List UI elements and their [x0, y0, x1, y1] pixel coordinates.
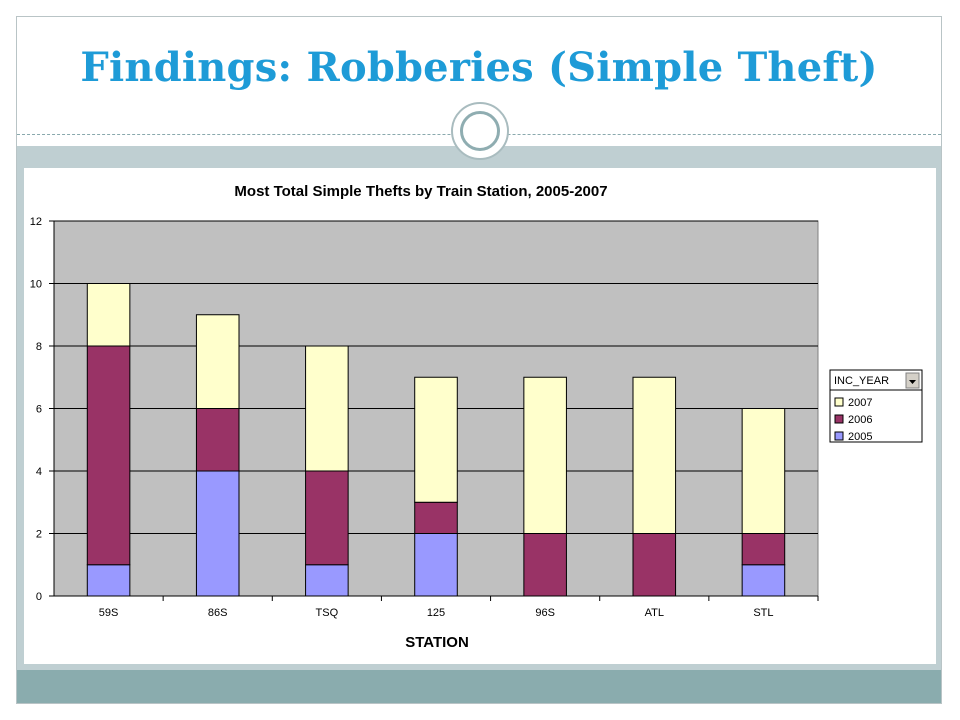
x-tick-label: 125 [427, 607, 445, 619]
legend-label-2005: 2005 [848, 431, 872, 443]
y-tick-label: 0 [36, 591, 42, 603]
bar-ATL-2006[interactable] [632, 533, 677, 597]
circle-ornament-inner [460, 111, 500, 151]
plot-area: 0 2 4 6 8 10 12 59S 86S TSQ 125 96S ATL STL [30, 216, 819, 619]
x-axis-label: STATION [405, 634, 469, 651]
bar-59S-2006[interactable] [86, 345, 131, 566]
bar-ATL-2007[interactable] [632, 376, 677, 534]
x-tick-label: 86S [208, 607, 228, 619]
legend: INC_YEAR 2007 2006 2005 [829, 369, 923, 443]
bar-86S-2007[interactable] [195, 314, 240, 409]
circle-ornament-icon [451, 102, 509, 160]
bar-96S-2007[interactable] [523, 376, 567, 534]
y-tick-label: 2 [36, 529, 42, 541]
bar-TSQ-2007[interactable] [305, 345, 349, 472]
bar-125-2005[interactable] [414, 533, 458, 597]
bar-TSQ-2006[interactable] [305, 470, 349, 566]
chart-panel: Most Total Simple Thefts by Train Statio… [24, 168, 936, 664]
bar-STL-2007[interactable] [741, 408, 786, 534]
bar-86S-2005[interactable] [195, 470, 240, 597]
x-tick-label: STL [753, 607, 773, 619]
y-tick-label: 10 [30, 279, 42, 291]
bar-TSQ-2005[interactable] [305, 564, 349, 597]
legend-label-2006: 2006 [848, 414, 872, 426]
legend-swatch-2005 [834, 431, 844, 441]
y-tick-label: 6 [36, 404, 42, 416]
x-tick-label: 59S [99, 607, 119, 619]
stacked-bar-chart: Most Total Simple Thefts by Train Statio… [30, 183, 923, 651]
y-tick-label: 4 [36, 466, 42, 478]
legend-swatch-2006 [834, 414, 844, 424]
x-tick-label: TSQ [316, 607, 339, 619]
x-tick-label: 96S [535, 607, 555, 619]
bar-59S-2007[interactable] [86, 283, 131, 347]
bar-STL-2006[interactable] [741, 533, 786, 566]
footer-band [17, 670, 941, 703]
chart-title: Most Total Simple Thefts by Train Statio… [234, 183, 607, 200]
bar-59S-2005[interactable] [86, 564, 131, 597]
y-tick-label: 8 [36, 341, 42, 353]
legend-swatch-2007 [834, 397, 844, 407]
bar-STL-2005[interactable] [741, 564, 786, 597]
bar-125-2006[interactable] [414, 501, 458, 534]
chevron-down-icon [909, 380, 916, 384]
y-tick-label: 12 [30, 216, 42, 228]
legend-header [829, 369, 923, 391]
bar-125-2007[interactable] [414, 376, 458, 503]
x-tick-label: ATL [645, 607, 664, 619]
legend-label-2007: 2007 [848, 397, 872, 409]
legend-title: INC_YEAR [834, 375, 889, 387]
bar-86S-2006[interactable] [195, 408, 240, 472]
slide-title: Findings: Robberies (Simple Theft) [80, 44, 878, 91]
bar-96S-2006[interactable] [523, 533, 567, 597]
